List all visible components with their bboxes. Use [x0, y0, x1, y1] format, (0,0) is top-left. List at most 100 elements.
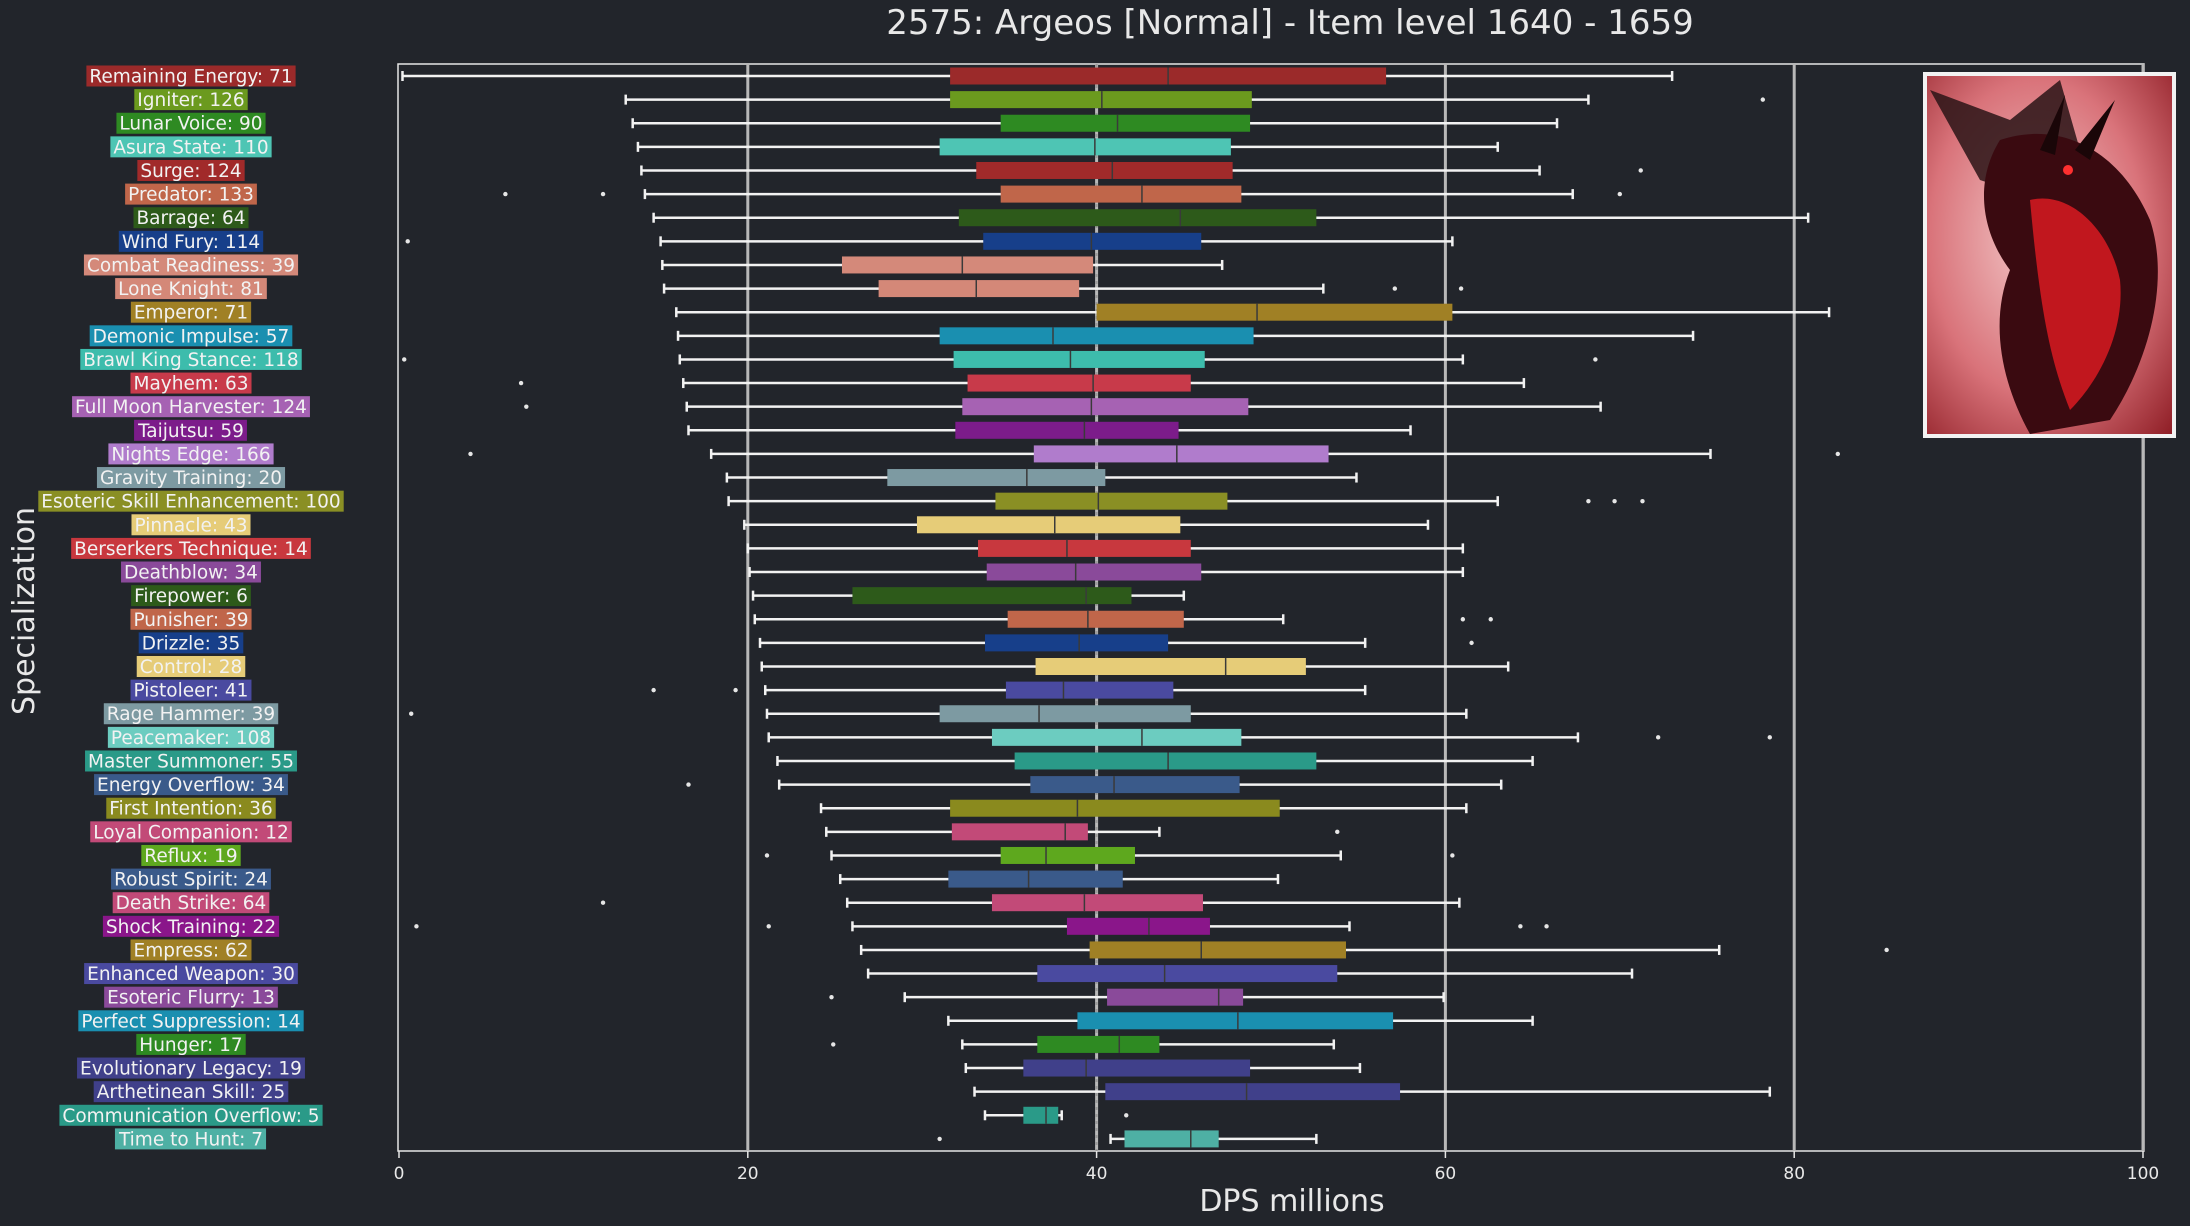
spec-label: Gravity Training: 20	[100, 468, 282, 489]
spec-label: Shock Training: 22	[106, 917, 276, 938]
iqr-box	[950, 91, 1252, 109]
outlier-point	[1884, 947, 1889, 953]
iqr-box	[978, 539, 1191, 557]
spec-box-row	[753, 610, 1493, 628]
iqr-box	[1105, 1083, 1401, 1101]
iqr-box	[1000, 846, 1135, 864]
iqr-box	[967, 374, 1191, 392]
spec-label: Lone Knight: 81	[118, 279, 264, 300]
outlier-point	[1518, 924, 1523, 929]
outlier-point	[1655, 735, 1661, 740]
spec-label-background	[103, 703, 279, 725]
spec-label: Loyal Companion: 12	[93, 822, 289, 843]
spec-label: Full Moon Harvester: 124	[75, 397, 307, 418]
spec-label-background	[136, 656, 246, 677]
spec-label-background	[138, 632, 244, 654]
dragon-glow-shape	[2030, 198, 2121, 410]
outlier-point	[651, 687, 656, 693]
spec-label-background	[96, 467, 286, 489]
spec-label: Remaining Energy: 71	[89, 67, 292, 88]
spec-box-row	[402, 350, 1598, 368]
spec-box-row	[983, 1106, 1129, 1124]
iqr-box	[1000, 114, 1251, 132]
spec-label: Surge: 124	[140, 161, 241, 182]
spec-box-row	[687, 421, 1412, 439]
spec-label: Punisher: 39	[133, 610, 248, 631]
spec-label: Wind Fury: 114	[122, 232, 260, 253]
spec-label: Nights Edge: 166	[111, 444, 270, 465]
spec-label: Asura State: 110	[113, 137, 268, 158]
iqr-box	[1023, 1059, 1251, 1077]
spec-label-background	[77, 1057, 305, 1079]
spec-box-row	[937, 1130, 1318, 1148]
outlier-point	[937, 1136, 942, 1142]
spec-label: First Intention: 36	[109, 799, 272, 820]
iqr-box	[1030, 776, 1240, 794]
spec-label-background	[136, 1033, 246, 1055]
spec-label-background	[108, 443, 274, 465]
boss-portrait	[1923, 72, 2176, 438]
outlier-point	[1612, 498, 1617, 504]
iqr-box	[939, 327, 1254, 345]
spec-label-background	[93, 1081, 289, 1103]
spec-label: Reflux: 19	[144, 846, 237, 867]
x-tick-label: 60	[1435, 1164, 1457, 1184]
spec-label: Demonic Impulse: 57	[93, 326, 290, 347]
spec-box-row	[636, 138, 1499, 156]
spec-box-row	[751, 587, 1186, 605]
dragon-eye-shape	[2063, 165, 2073, 175]
iqr-box	[955, 421, 1179, 439]
spec-box-row	[748, 563, 1465, 581]
spec-box-row	[758, 634, 1474, 652]
spec-label: Esoteric Skill Enhancement: 100	[41, 492, 340, 513]
spec-box-row	[825, 823, 1340, 841]
spec-label: Firepower: 6	[134, 586, 248, 607]
spec-box-row	[973, 1083, 1772, 1101]
spec-box-row	[767, 728, 1772, 746]
outlier-point	[518, 380, 524, 386]
iqr-box	[1037, 965, 1338, 983]
spec-box-row	[819, 799, 1468, 817]
iqr-box	[887, 469, 1106, 487]
spec-label: Brawl King Stance: 118	[83, 350, 298, 371]
iqr-box	[986, 563, 1202, 581]
spec-box-row	[600, 894, 1461, 912]
spec-label: Control: 28	[140, 657, 243, 678]
spec-box-row	[746, 539, 1465, 557]
outlier-point	[829, 994, 834, 1000]
spec-label: Robust Spirit: 24	[114, 870, 268, 891]
outlier-point	[414, 924, 419, 929]
spec-label: Master Summoner: 55	[88, 751, 294, 772]
spec-label-background	[134, 419, 247, 441]
outlier-point	[1392, 286, 1398, 291]
spec-label-background	[137, 159, 245, 181]
iqr-box	[1014, 752, 1317, 770]
spec-box-row	[518, 374, 1526, 392]
spec-label: Enhanced Weapon: 30	[87, 964, 295, 985]
spec-box-row	[686, 776, 1503, 794]
spec-label-background	[80, 348, 302, 370]
spec-label: Hunger: 17	[139, 1035, 242, 1056]
outlier-point	[402, 357, 407, 362]
outlier-point	[1460, 617, 1466, 622]
outlier-point	[1617, 191, 1623, 197]
spec-box-row	[401, 67, 1674, 85]
outlier-point	[1488, 617, 1493, 622]
spec-box-row	[468, 445, 1841, 463]
iqr-box	[1005, 681, 1174, 699]
spec-label-background	[86, 65, 296, 87]
x-tick-label: 40	[1086, 1164, 1108, 1184]
spec-box-row	[760, 658, 1510, 675]
outlier-point	[1638, 168, 1643, 173]
iqr-box	[1000, 185, 1242, 203]
spec-label-background	[133, 207, 249, 229]
iqr-box	[1124, 1130, 1219, 1148]
spec-label: Esoteric Flurry: 13	[107, 988, 275, 1009]
spec-label-background	[112, 892, 270, 914]
iqr-box	[995, 492, 1228, 510]
spec-box-row	[414, 917, 1549, 935]
spec-label-background	[106, 797, 276, 819]
spec-box-row	[652, 209, 1810, 227]
